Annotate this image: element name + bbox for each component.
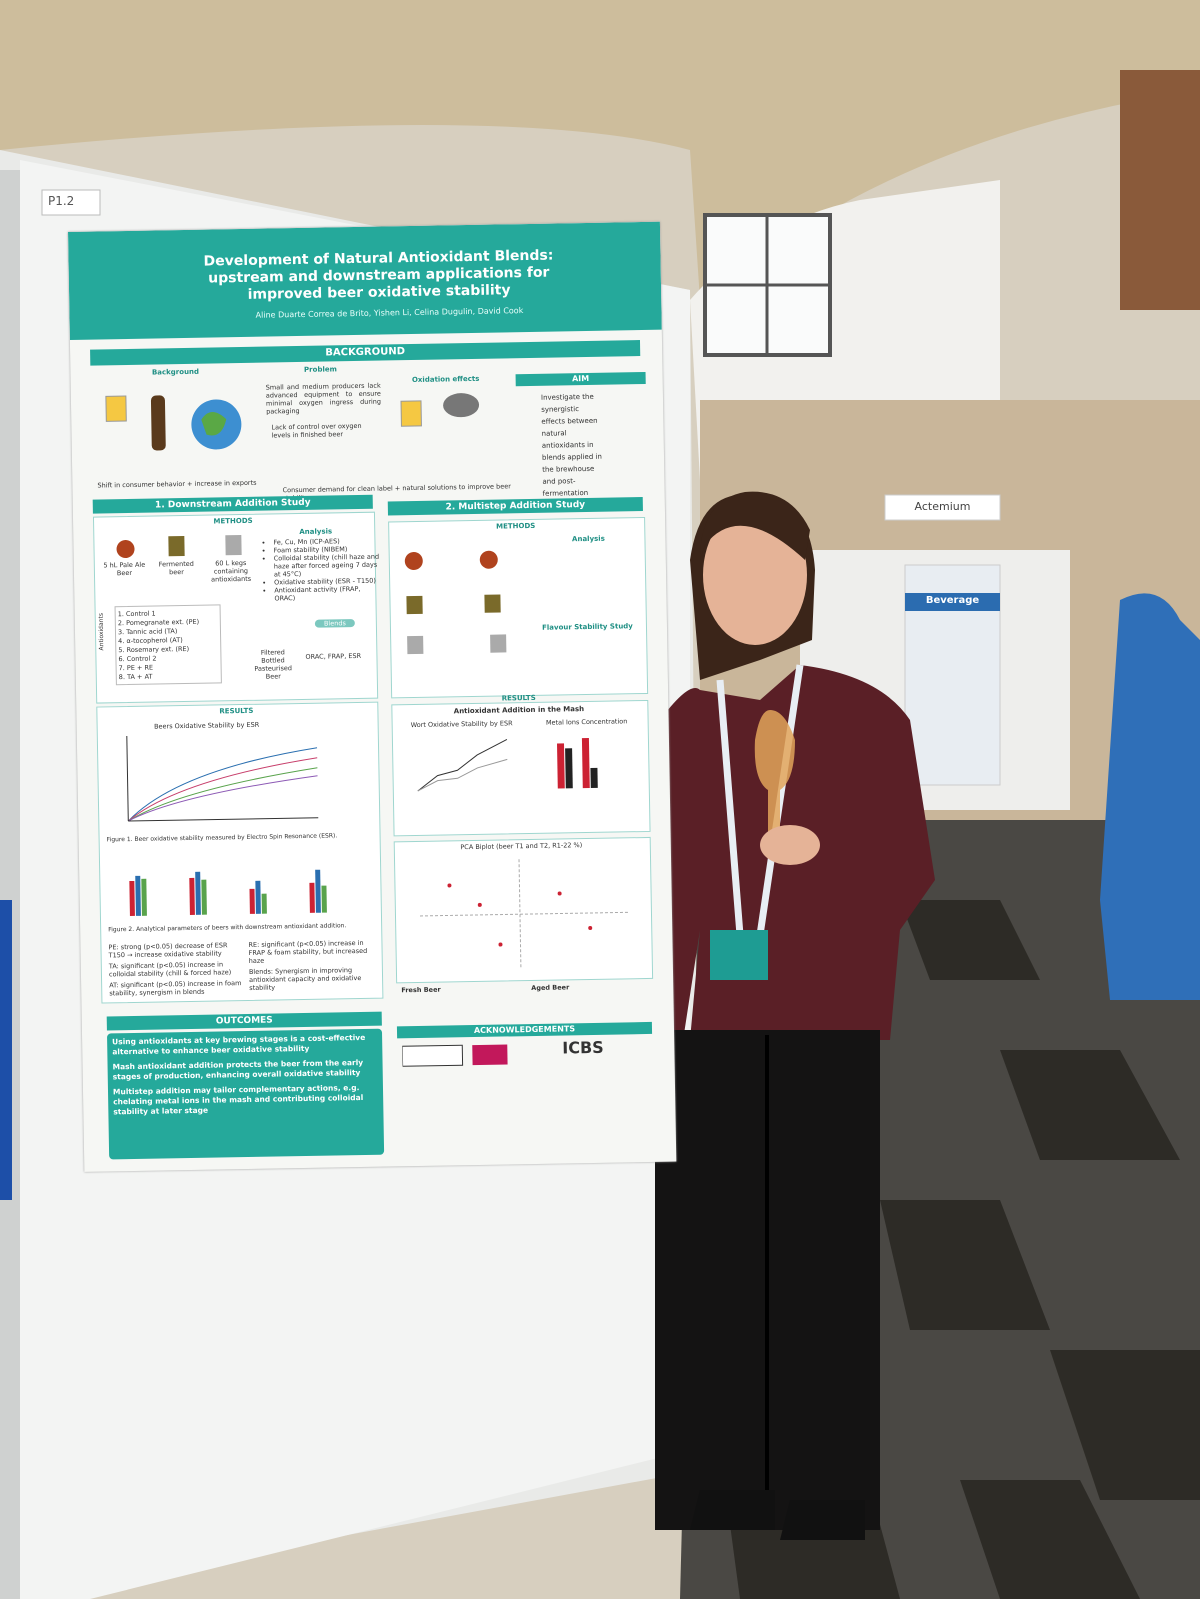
label: 5 hL Pale Ale Beer xyxy=(103,560,146,578)
analysis-item: Colloidal stability (chill haze and haze… xyxy=(274,553,382,579)
label: Fermented beer xyxy=(158,559,194,577)
column-title: Background xyxy=(151,367,200,377)
column-title: AIM xyxy=(515,371,646,387)
method-icons xyxy=(116,535,242,559)
finding: PE: strong (p<0.05) decrease of ESR T150… xyxy=(108,941,228,960)
person xyxy=(640,491,935,1540)
decorative-chart xyxy=(419,859,630,970)
finding: RE: significant (p<0.05) increase in FRA… xyxy=(248,938,368,965)
analysis-item: Antioxidant activity (FRAP, ORAC) xyxy=(274,585,382,603)
background-icons xyxy=(105,393,480,451)
column-title: Problem xyxy=(303,365,337,374)
antioxidant-item: 8. TA + AT xyxy=(118,672,153,682)
label: Antioxidants xyxy=(98,613,106,651)
findings: PE: strong (p<0.05) decrease of ESR T150… xyxy=(108,941,244,1000)
outcome-item: Using antioxidants at key brewing stages… xyxy=(112,1032,366,1057)
sponsor-logo: ICBS xyxy=(562,1037,604,1058)
label: Aged Beer xyxy=(531,983,570,993)
booth-banner: Beverage xyxy=(925,595,980,606)
panel-title: Analysis xyxy=(571,534,605,544)
method-icons xyxy=(404,550,507,655)
label: Fresh Beer xyxy=(401,985,441,995)
decorative-chart xyxy=(129,869,327,917)
section-header: BACKGROUND xyxy=(90,340,641,366)
poster-title: Development of Natural Antioxidant Blend… xyxy=(203,247,554,303)
label: Blends xyxy=(314,619,355,628)
finding: AT: significant (p<0.05) increase in foa… xyxy=(109,979,242,998)
board-label: P1.2 xyxy=(48,194,75,208)
study-header: 1. Downstream Addition Study xyxy=(92,494,373,514)
outcome-item: Mash antioxidant addition protects the b… xyxy=(112,1057,364,1082)
decorative-chart xyxy=(417,737,598,792)
outcomes-box: Using antioxidants at key brewing stages… xyxy=(106,1028,385,1160)
outcome-item: Multistep addition may tailor complement… xyxy=(112,1083,364,1117)
section-header: OUTCOMES xyxy=(106,1011,382,1031)
logos xyxy=(402,1044,508,1067)
decorative-chart xyxy=(126,736,319,822)
label: 60 L kegs containing antioxidants xyxy=(210,558,252,584)
booth-sign: Actemium xyxy=(914,500,971,513)
antioxidant-list: 1. Control 1 2. Pomegranate ext. (PE) 3. T… xyxy=(114,604,222,686)
findings: RE: significant (p<0.05) increase in FRA… xyxy=(248,939,377,995)
poster: Development of Natural Antioxidant Blend… xyxy=(68,221,677,1172)
aim-text: Investigate the synergistic effects betw… xyxy=(540,392,602,498)
label: Filtered Bottled Pasteurised Beer xyxy=(254,648,293,681)
label: ORAC, FRAP, ESR xyxy=(305,651,362,661)
finding: TA: significant (p<0.05) increase in col… xyxy=(108,960,232,979)
section-header: ACKNOWLEDGEMENTS xyxy=(396,1021,653,1039)
finding: Blends: Synergism in improving antioxida… xyxy=(248,966,362,992)
analysis-list: Fe, Cu, Mn (ICP-AES)Foam stability (NIBE… xyxy=(263,537,382,603)
